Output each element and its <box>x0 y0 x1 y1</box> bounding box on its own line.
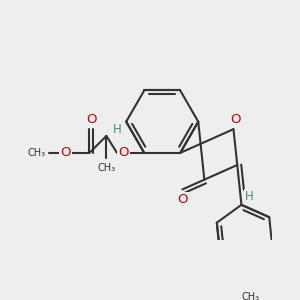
Text: CH₃: CH₃ <box>242 292 260 300</box>
Text: CH₃: CH₃ <box>98 163 116 173</box>
Text: H: H <box>113 123 122 136</box>
Text: O: O <box>177 193 188 206</box>
Text: O: O <box>60 146 71 159</box>
Text: H: H <box>245 190 254 203</box>
Text: O: O <box>230 113 240 126</box>
Text: O: O <box>118 146 129 159</box>
Text: O: O <box>86 113 96 126</box>
Text: CH₃: CH₃ <box>28 148 46 158</box>
